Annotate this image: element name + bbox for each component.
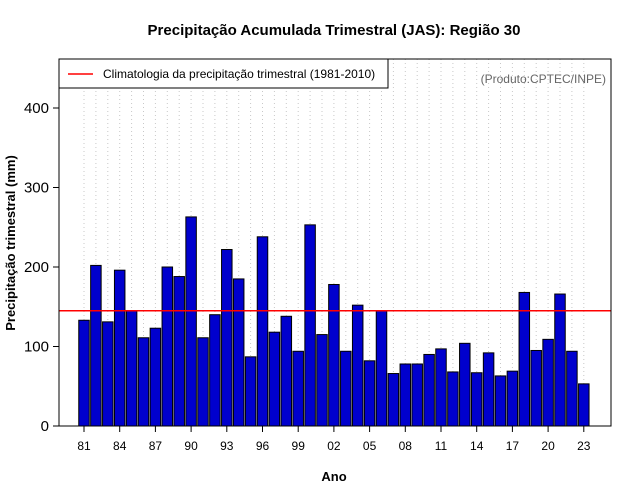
x-tick-label: 05	[363, 439, 377, 453]
legend-box	[58, 58, 389, 89]
bar-1983	[102, 321, 114, 427]
x-tick-label: 20	[541, 439, 555, 453]
bar-2000	[304, 224, 316, 427]
y-axis-label: Precipitação trimestral (mm)	[3, 155, 18, 331]
bar-2005	[363, 360, 376, 427]
y-tick-label: 0	[41, 418, 49, 435]
bar-1999	[292, 350, 304, 427]
x-tick-label: 87	[149, 439, 163, 453]
bar-2001	[316, 334, 328, 427]
bar-1988	[161, 266, 174, 427]
bar-1989	[173, 276, 185, 427]
x-tick-label: 99	[292, 439, 306, 453]
y-axis: 0 100 200 300 400	[24, 100, 59, 435]
y-tick-label: 300	[24, 180, 49, 197]
x-tick-label: 02	[327, 439, 341, 453]
bar-2023	[578, 383, 590, 427]
chart-title: Precipitação Acumulada Trimestral (JAS):…	[148, 22, 521, 39]
bar-2004	[351, 304, 364, 427]
bar-2011	[435, 348, 447, 427]
bar-1985	[125, 310, 138, 427]
bar-2012	[447, 371, 459, 427]
bar-1984	[113, 269, 126, 427]
bar-1996	[256, 236, 269, 427]
bar-2003	[340, 350, 352, 427]
x-axis-label: Ano	[321, 469, 346, 484]
bar-2021	[554, 293, 566, 427]
legend: Climatologia da precipitação trimestral …	[58, 58, 389, 89]
x-tick-label: 96	[256, 439, 270, 453]
bar-1993	[221, 249, 233, 427]
x-tick-label: 90	[184, 439, 198, 453]
source-note: (Produto:CPTEC/INPE)	[481, 72, 606, 86]
x-tick-label: 17	[506, 439, 520, 453]
bar-2017	[506, 370, 519, 427]
bar-2006	[375, 310, 388, 427]
bar-2002	[328, 283, 340, 427]
legend-label: Climatologia da precipitação trimestral …	[103, 67, 375, 81]
x-tick-label: 81	[77, 439, 91, 453]
x-axis: 81 84 87 90 93 96 99 02 05 08 11 14 17 20 23	[77, 426, 591, 453]
bar-2013	[459, 342, 471, 427]
bar-1990	[185, 216, 197, 427]
x-tick-label: 23	[577, 439, 591, 453]
bar-1981	[78, 319, 90, 427]
bar-1991	[197, 337, 209, 427]
x-tick-label: 11	[435, 439, 448, 453]
y-tick-label: 200	[24, 259, 49, 276]
x-tick-label: 84	[113, 439, 127, 453]
bar-2015	[482, 352, 495, 427]
bar-2010	[423, 353, 435, 427]
bar-1997	[268, 331, 281, 427]
bar-2019	[530, 349, 542, 427]
bar-1998	[280, 315, 293, 427]
y-tick-label: 400	[24, 100, 49, 117]
bar-2014	[470, 372, 483, 427]
bar-2007	[387, 373, 400, 427]
bar-2020	[542, 338, 554, 427]
bar-2016	[494, 375, 507, 427]
bar-2008	[399, 363, 412, 427]
x-tick-label: 93	[220, 439, 234, 453]
bar-1992	[209, 314, 221, 427]
x-tick-label: 14	[470, 439, 484, 453]
bar-2022	[566, 350, 578, 427]
bar-2018	[518, 291, 531, 427]
bar-1986	[137, 337, 150, 427]
bar-1994	[232, 278, 245, 427]
bar-1987	[149, 327, 162, 427]
bar-1995	[244, 356, 257, 427]
bar-1982	[90, 264, 102, 427]
x-tick-label: 08	[399, 439, 413, 453]
bar-2009	[411, 363, 423, 427]
y-tick-label: 100	[24, 339, 49, 356]
